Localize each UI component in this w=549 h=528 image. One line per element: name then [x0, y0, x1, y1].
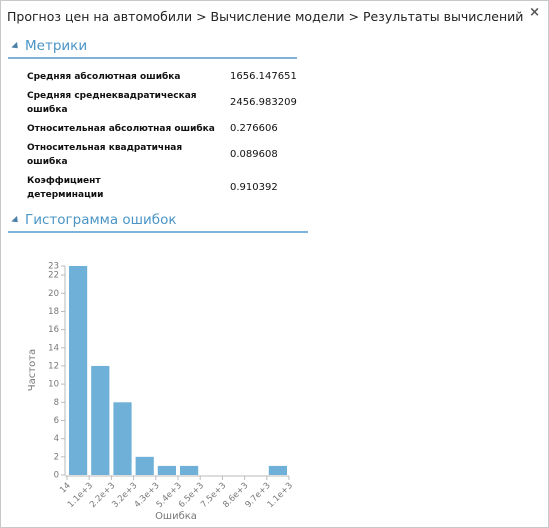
x-axis-label: Ошибка — [155, 511, 197, 522]
y-tick-label: 12 — [48, 361, 59, 371]
metrics-table: Средняя абсолютная ошибка 1656.147651 Сред… — [24, 68, 300, 205]
y-tick-label: 14 — [48, 343, 59, 353]
y-tick-label: 8 — [54, 398, 59, 408]
y-tick-label: 23 — [48, 262, 59, 272]
metric-row: Средняя среднеквадратическая ошибка 2456.… — [24, 87, 300, 120]
y-tick-label: 4 — [54, 434, 59, 444]
y-tick-label: 0 — [54, 471, 59, 481]
metric-value: 0.910392 — [230, 182, 278, 193]
metric-row: Коэффициент детерминации 0.910392 — [24, 172, 300, 205]
metrics-header[interactable]: Метрики — [8, 38, 297, 59]
metric-name: Средняя абсолютная ошибка — [27, 72, 181, 82]
y-tick-label: 18 — [48, 307, 59, 317]
y-tick-label: 10 — [48, 380, 59, 390]
metric-name: Относительная абсолютная ошибка — [27, 124, 215, 134]
metric-row: Средняя абсолютная ошибка 1656.147651 — [24, 68, 300, 87]
metric-name: Относительная квадратичная ошибка — [27, 143, 183, 167]
metric-value: 2456.983209 — [230, 97, 297, 108]
bar — [180, 465, 199, 475]
chart: 024681012141618202223141.1e+32.2e+33.2e+… — [27, 262, 295, 523]
bar — [69, 266, 88, 475]
metric-name: Коэффициент детерминации — [27, 176, 104, 200]
y-axis-label: Частота — [27, 349, 38, 391]
y-tick-label: 2 — [54, 452, 59, 462]
close-button[interactable]: × — [529, 5, 540, 20]
metric-name: Средняя среднеквадратическая ошибка — [27, 91, 197, 115]
metric-value: 1656.147651 — [230, 71, 297, 82]
histogram-header[interactable]: Гистограмма ошибок — [8, 212, 308, 233]
y-tick-label: 6 — [54, 416, 59, 426]
metric-row: Относительная абсолютная ошибка 0.276606 — [24, 120, 300, 139]
bar — [91, 365, 110, 475]
metric-row: Относительная квадратичная ошибка 0.08960… — [24, 139, 300, 172]
x-tick-label: 1.1e+3 — [266, 481, 295, 510]
bar — [157, 465, 176, 475]
bar — [113, 402, 132, 475]
metric-value: 0.089608 — [230, 149, 278, 160]
y-tick-label: 20 — [48, 289, 59, 299]
y-tick-label: 16 — [48, 325, 59, 335]
breadcrumb-title: Прогноз цен на автомобили > Вычисление м… — [7, 9, 524, 24]
bar — [268, 465, 287, 475]
x-tick-label: 14 — [58, 481, 73, 496]
y-tick-label: 22 — [48, 271, 59, 281]
bar — [135, 456, 154, 475]
metric-value: 0.276606 — [230, 123, 278, 134]
